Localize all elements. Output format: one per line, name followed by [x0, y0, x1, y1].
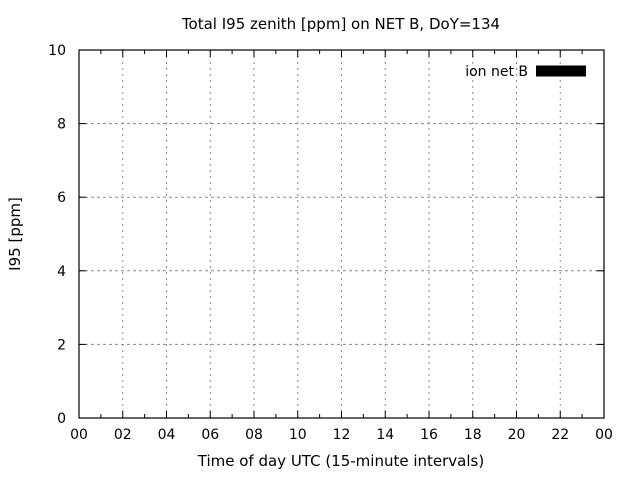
- x-tick-label: 22: [551, 427, 569, 443]
- x-tick-label: 10: [289, 427, 307, 443]
- x-tick-label: 14: [376, 427, 394, 443]
- x-tick-label: 00: [595, 427, 613, 443]
- y-tick-label: 0: [57, 411, 66, 427]
- y-tick-label: 4: [57, 264, 66, 280]
- y-tick-label: 10: [48, 43, 66, 59]
- x-tick-label: 08: [245, 427, 263, 443]
- x-tick-label: 04: [158, 427, 176, 443]
- x-tick-label: 18: [464, 427, 482, 443]
- x-tick-label: 06: [201, 427, 219, 443]
- y-tick-label: 2: [57, 337, 66, 353]
- y-tick-label: 6: [57, 190, 66, 206]
- y-axis-label: I95 [ppm]: [6, 197, 24, 271]
- x-axis-label: Time of day UTC (15-minute intervals): [197, 452, 484, 470]
- x-tick-label: 20: [508, 427, 526, 443]
- x-tick-label: 12: [333, 427, 351, 443]
- x-tick-label: 00: [70, 427, 88, 443]
- plot-border: [78, 49, 605, 419]
- x-tick-label: 16: [420, 427, 438, 443]
- chart-title: Total I95 zenith [ppm] on NET B, DoY=134: [181, 15, 500, 33]
- legend-label: ion net B: [465, 64, 528, 80]
- y-tick-label: 8: [57, 117, 66, 133]
- x-tick-label: 02: [114, 427, 132, 443]
- legend-swatch: [536, 65, 586, 77]
